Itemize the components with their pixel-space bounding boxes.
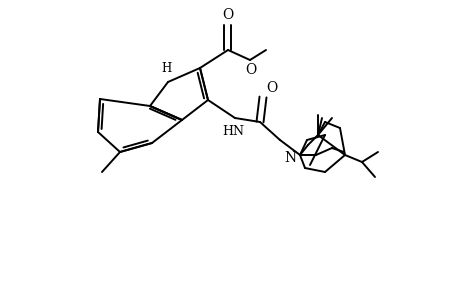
Text: H: H: [161, 62, 171, 75]
Text: O: O: [222, 8, 233, 22]
Text: N: N: [283, 151, 295, 165]
Text: O: O: [265, 81, 277, 95]
Text: HN: HN: [222, 125, 243, 138]
Text: methyl: methyl: [100, 175, 105, 176]
Text: methyl: methyl: [271, 49, 276, 50]
Text: O: O: [245, 63, 256, 77]
